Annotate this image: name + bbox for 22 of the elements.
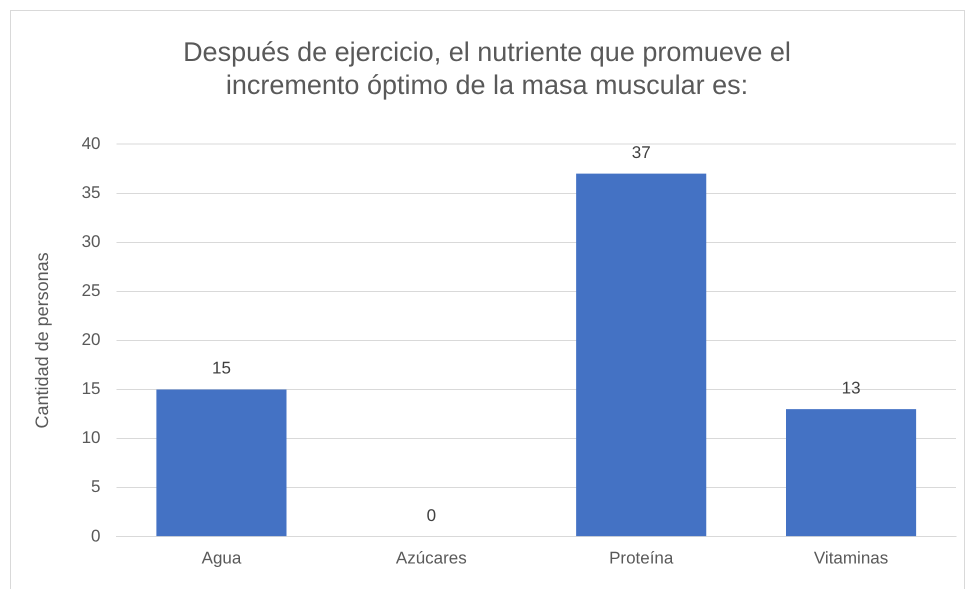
y-axis-title: Cantidad de personas — [32, 252, 52, 428]
chart-title: Después de ejercicio, el nutriente que promueve el incremento óptimo de la masa muscular es: — [182, 36, 792, 102]
x-tick-label: Vitaminas — [814, 548, 888, 568]
y-tick-label: 20 — [82, 330, 101, 350]
bar — [576, 174, 706, 536]
data-label: 13 — [842, 378, 861, 398]
y-tick-label: 15 — [82, 379, 101, 398]
x-tick-label: Proteína — [609, 548, 674, 568]
data-label: 0 — [426, 506, 436, 525]
data-label: 15 — [212, 358, 231, 378]
y-tick-label: 40 — [82, 134, 101, 153]
x-tick-label: Azúcares — [396, 548, 467, 568]
y-tick-label: 0 — [91, 526, 101, 546]
y-tick-label: 5 — [91, 477, 101, 496]
y-tick-label: 10 — [82, 428, 101, 448]
bar — [786, 409, 916, 536]
bar — [156, 389, 287, 536]
y-tick-label: 30 — [82, 232, 101, 251]
y-tick-label: 25 — [82, 281, 101, 300]
y-tick-label: 35 — [82, 182, 101, 202]
x-tick-label: Agua — [202, 548, 242, 568]
data-label: 37 — [632, 142, 651, 162]
